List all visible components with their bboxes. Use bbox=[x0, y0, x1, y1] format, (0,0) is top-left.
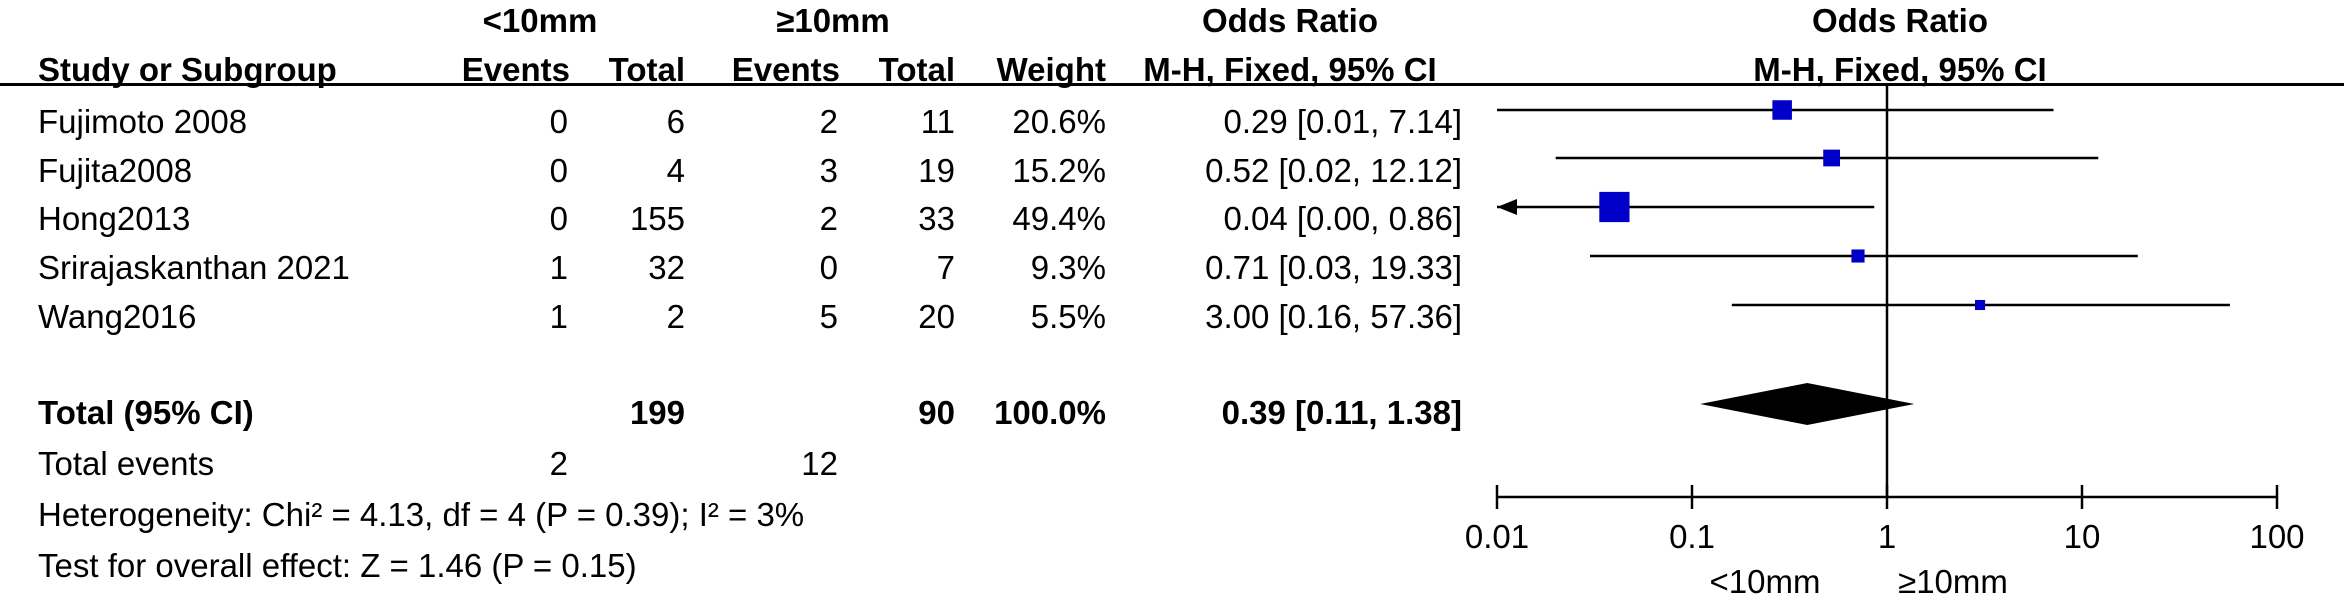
group2-header: ≥10mm bbox=[776, 2, 890, 39]
study-name: Hong2013 bbox=[38, 200, 191, 237]
or-method-header: M-H, Fixed, 95% CI bbox=[1143, 51, 1437, 88]
total2-cell: 20 bbox=[918, 298, 955, 335]
study-name: Fujimoto 2008 bbox=[38, 103, 248, 140]
events1-cell: 0 bbox=[549, 200, 568, 237]
or-plot-title: Odds Ratio bbox=[1811, 2, 1988, 39]
total1-cell: 32 bbox=[648, 249, 685, 286]
weight-cell: 9.3% bbox=[1030, 249, 1106, 286]
or-ci-cell: 0.52 [0.02, 12.12] bbox=[1205, 152, 1462, 189]
weight-cell: 5.5% bbox=[1030, 298, 1106, 335]
study-square bbox=[1974, 299, 1986, 311]
total2-sum: 90 bbox=[918, 394, 955, 431]
events1-header: Events bbox=[461, 51, 570, 88]
total1-header: Total bbox=[608, 51, 685, 88]
weight-cell: 20.6% bbox=[1012, 103, 1106, 140]
events1-cell: 0 bbox=[549, 152, 568, 189]
heterogeneity-text: Heterogeneity: Chi² = 4.13, df = 4 (P = … bbox=[38, 496, 805, 533]
events1-cell: 1 bbox=[549, 249, 568, 286]
pooled-diamond bbox=[1700, 383, 1915, 425]
total1-sum: 199 bbox=[629, 394, 685, 431]
study-square bbox=[1772, 100, 1792, 120]
events2-cell: 0 bbox=[819, 249, 838, 286]
study-name: Srirajaskanthan 2021 bbox=[38, 249, 350, 286]
total2-cell: 11 bbox=[920, 103, 955, 140]
header-divider bbox=[0, 83, 2344, 86]
study-name: Fujita2008 bbox=[38, 152, 193, 189]
or-title-header: Odds Ratio bbox=[1201, 2, 1378, 39]
or-ci-cell: 3.00 [0.16, 57.36] bbox=[1205, 298, 1462, 335]
study-name: Wang2016 bbox=[38, 298, 197, 335]
x-tick-label: 10 bbox=[2064, 518, 2101, 555]
total2-cell: 33 bbox=[918, 200, 955, 237]
weight-cell: 15.2% bbox=[1012, 152, 1106, 189]
ci-arrow bbox=[1497, 199, 1517, 215]
study-square bbox=[1851, 249, 1865, 263]
weight-header: Weight bbox=[996, 51, 1106, 88]
study-square bbox=[1599, 191, 1630, 223]
events1-cell: 1 bbox=[549, 298, 568, 335]
total1-cell: 155 bbox=[629, 200, 685, 237]
total1-cell: 2 bbox=[666, 298, 685, 335]
events2-cell: 5 bbox=[819, 298, 838, 335]
or-ci-cell: 0.04 [0.00, 0.86] bbox=[1223, 200, 1462, 237]
group1-header: <10mm bbox=[482, 2, 598, 39]
or-plot-method: M-H, Fixed, 95% CI bbox=[1753, 51, 2047, 88]
events2-cell: 2 bbox=[819, 200, 838, 237]
events2-cell: 2 bbox=[819, 103, 838, 140]
or-ci-cell: 0.29 [0.01, 7.14] bbox=[1223, 103, 1462, 140]
favours-right-label: ≥10mm bbox=[1898, 563, 2008, 600]
favours-left-label: <10mm bbox=[1709, 563, 1821, 600]
pooled-or-ci: 0.39 [0.11, 1.38] bbox=[1221, 394, 1462, 431]
total-events-label: Total events bbox=[38, 445, 215, 482]
total-label: Total (95% CI) bbox=[38, 394, 254, 431]
x-tick-label: 0.1 bbox=[1669, 518, 1715, 555]
total-events1: 2 bbox=[549, 445, 568, 482]
total2-cell: 7 bbox=[936, 249, 955, 286]
x-tick-label: 1 bbox=[1878, 518, 1896, 555]
total2-header: Total bbox=[878, 51, 955, 88]
or-ci-cell: 0.71 [0.03, 19.33] bbox=[1205, 249, 1462, 286]
total-weight: 100.0% bbox=[994, 394, 1106, 431]
weight-cell: 49.4% bbox=[1012, 200, 1106, 237]
overall-effect-text: Test for overall effect: Z = 1.46 (P = 0… bbox=[38, 547, 637, 584]
x-tick-label: 100 bbox=[2249, 518, 2304, 555]
total-events2: 12 bbox=[801, 445, 838, 482]
events2-cell: 3 bbox=[819, 152, 838, 189]
study-column-header: Study or Subgroup bbox=[38, 51, 337, 88]
total2-cell: 19 bbox=[918, 152, 955, 189]
events2-header: Events bbox=[731, 51, 840, 88]
total1-cell: 6 bbox=[666, 103, 685, 140]
study-square bbox=[1823, 149, 1841, 167]
events1-cell: 0 bbox=[549, 103, 568, 140]
x-tick-label: 0.01 bbox=[1465, 518, 1529, 555]
total1-cell: 4 bbox=[666, 152, 685, 189]
